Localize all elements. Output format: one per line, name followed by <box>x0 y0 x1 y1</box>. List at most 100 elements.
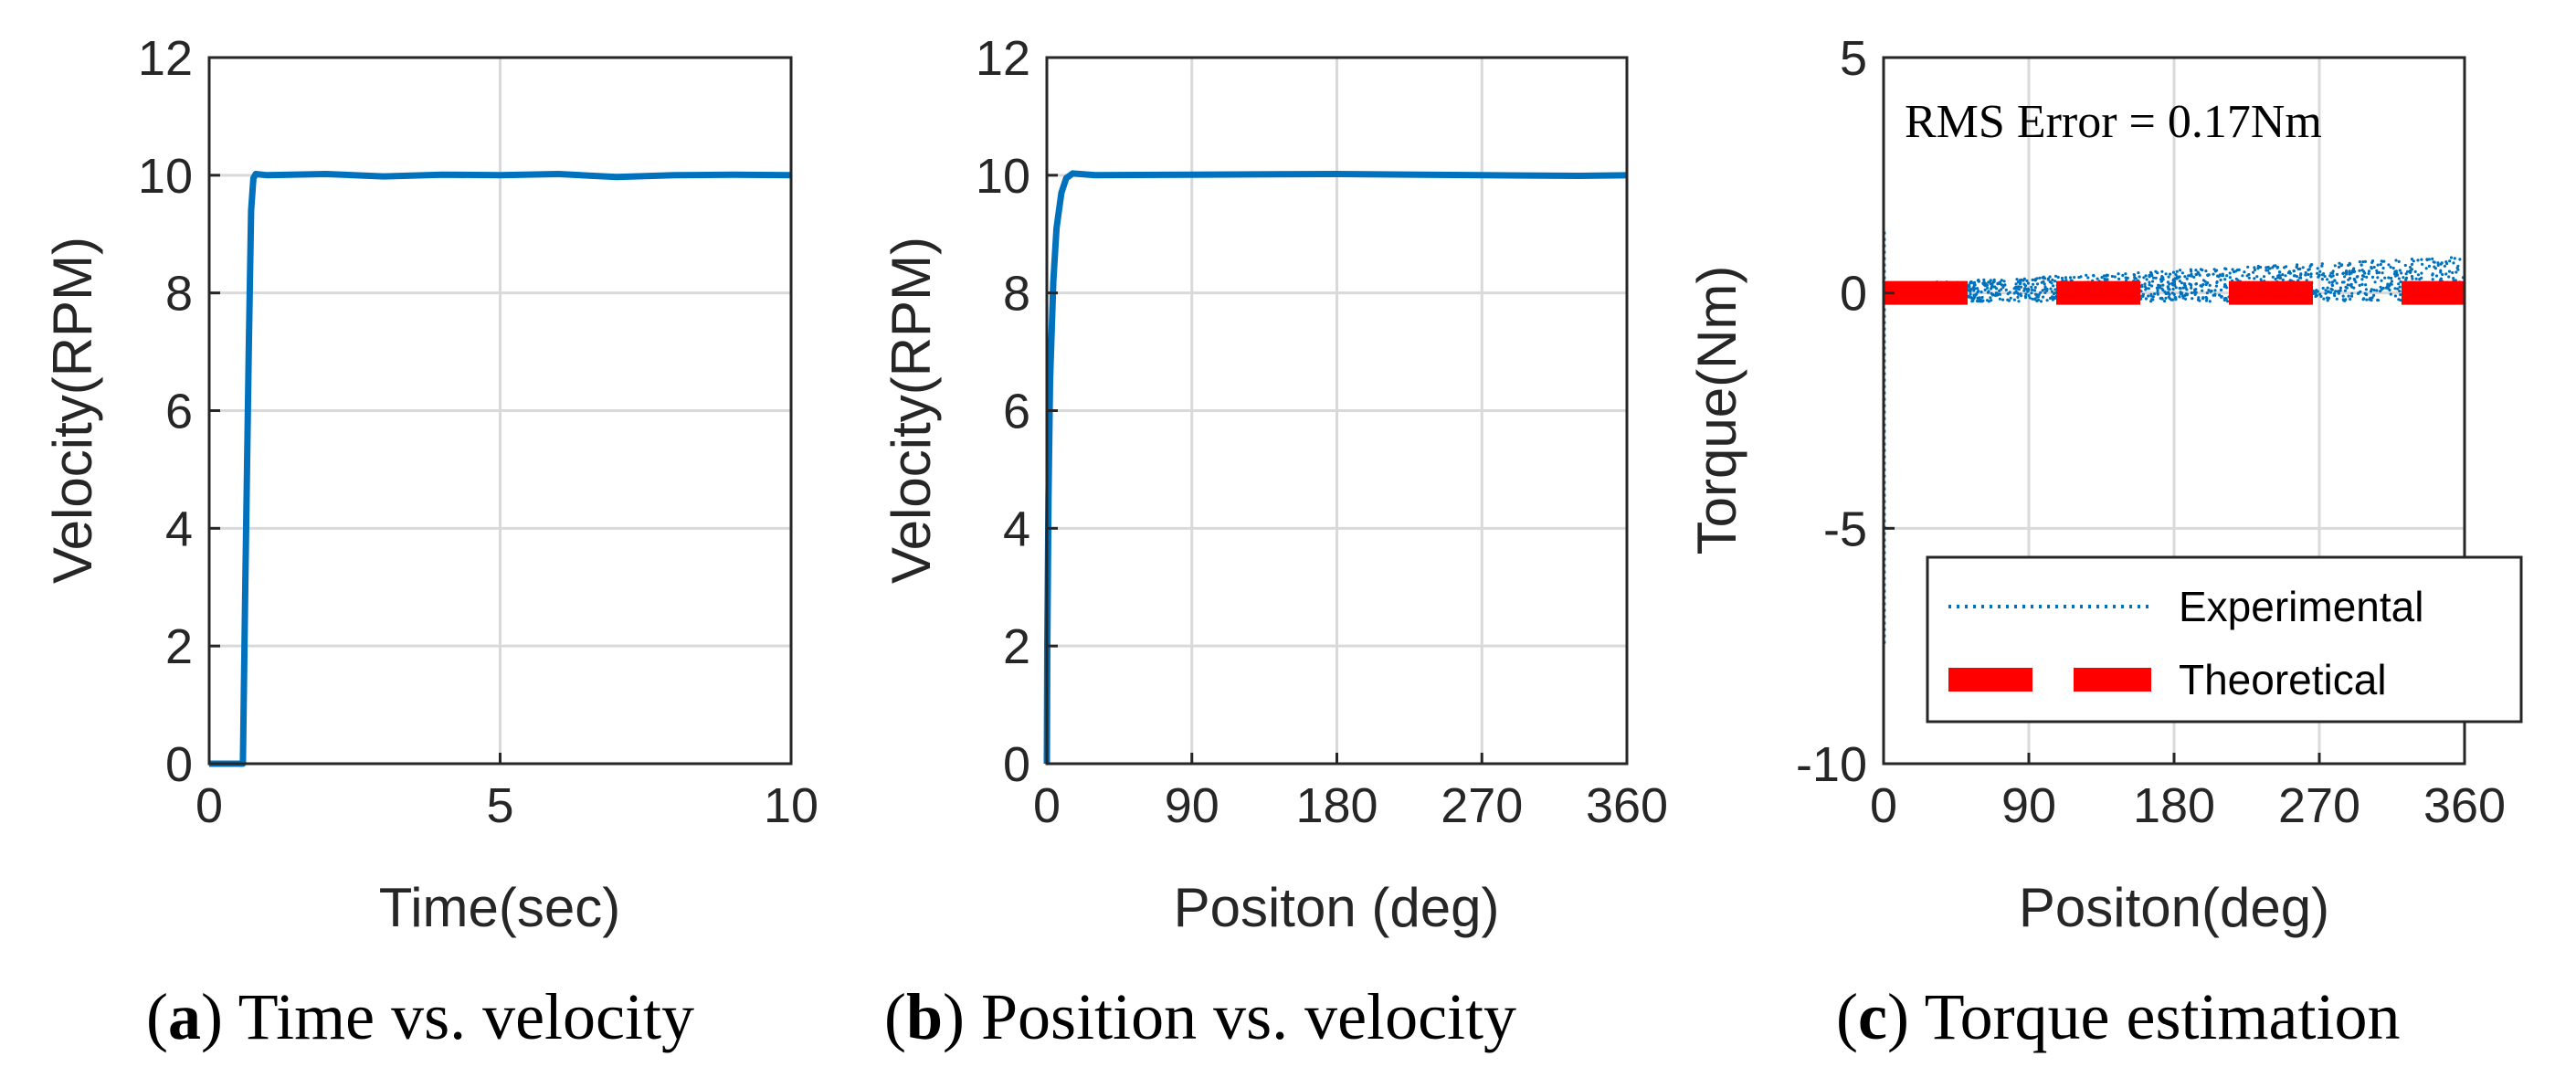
y-tick-label: -5 <box>1823 502 1867 556</box>
experimental-point <box>2410 268 2413 271</box>
experimental-point <box>2022 287 2026 290</box>
experimental-point <box>2167 295 2170 299</box>
y-tick-label: 0 <box>1840 267 1867 322</box>
grid-a <box>209 58 791 764</box>
experimental-point <box>2023 284 2028 288</box>
experimental-point <box>2219 288 2223 292</box>
experimental-point <box>2418 278 2422 281</box>
experimental-point <box>2376 298 2380 302</box>
experimental-point <box>2117 277 2121 280</box>
experimental-point <box>2124 272 2127 276</box>
experimental-point <box>2154 276 2158 280</box>
experimental-point <box>2194 269 2198 272</box>
experimental-point <box>2331 274 2335 278</box>
experimental-point <box>2439 270 2443 274</box>
experimental-point <box>2409 266 2412 269</box>
experimental-point <box>2397 282 2401 286</box>
experimental-point <box>1994 291 1999 295</box>
experimental-point <box>2439 262 2443 266</box>
experimental-point <box>2068 276 2073 280</box>
experimental-point <box>2052 284 2055 288</box>
experimental-point <box>2431 257 2434 260</box>
experimental-point <box>2360 263 2363 267</box>
experimental-point <box>2144 297 2148 301</box>
experimental-point <box>1969 292 1972 296</box>
experimental-point <box>2392 272 2396 276</box>
x-tick-label: 360 <box>2423 778 2506 833</box>
experimental-point <box>2201 269 2204 272</box>
experimental-point <box>2333 279 2337 282</box>
experimental-point <box>2171 270 2176 274</box>
experimental-point <box>2012 298 2016 301</box>
experimental-point <box>2324 291 2328 295</box>
experimental-point <box>2050 281 2053 285</box>
experimental-point <box>2421 262 2424 266</box>
experimental-point <box>2368 298 2371 301</box>
experimental-point <box>2145 278 2148 281</box>
experimental-point <box>2194 282 2198 286</box>
experimental-point <box>2043 290 2047 294</box>
experimental-point <box>2039 290 2043 294</box>
experimental-point <box>2033 286 2037 290</box>
experimental-point <box>2100 276 2104 280</box>
experimental-point <box>2223 267 2227 270</box>
experimental-point <box>2148 275 2151 279</box>
experimental-point <box>2431 273 2434 277</box>
experimental-point <box>2322 297 2326 301</box>
caption-c: (c) Torque estimation <box>1836 980 2400 1053</box>
experimental-point <box>2048 275 2052 279</box>
y-tick-label: 4 <box>165 502 193 556</box>
experimental-point <box>2449 256 2454 259</box>
experimental-point <box>2137 271 2140 275</box>
experimental-point <box>2228 271 2232 275</box>
experimental-point <box>2349 297 2352 301</box>
experimental-point <box>2113 275 2117 279</box>
experimental-point <box>2185 277 2189 280</box>
experimental-point <box>2277 270 2282 274</box>
experimental-point <box>2219 278 2222 282</box>
experimental-point <box>2164 272 2168 276</box>
experimental-point <box>2281 278 2285 281</box>
experimental-point <box>2390 276 2393 280</box>
experimental-point <box>2320 278 2324 281</box>
experimental-point <box>2207 289 2211 292</box>
plot-area-b <box>1043 170 1628 765</box>
experimental-point <box>2309 272 2313 276</box>
experimental-point <box>2132 273 2136 277</box>
experimental-point <box>2033 292 2038 296</box>
experimental-point <box>2183 275 2187 279</box>
experimental-point <box>2396 273 2400 277</box>
y-ticks-b: 0 2 4 6 8 10 12 <box>976 31 1058 792</box>
experimental-point <box>2324 289 2328 292</box>
experimental-point <box>2225 274 2229 278</box>
experimental-point <box>2178 286 2181 290</box>
experimental-point <box>2375 271 2379 275</box>
experimental-point <box>2031 297 2034 301</box>
experimental-point <box>2051 278 2054 281</box>
experimental-point <box>2161 283 2165 287</box>
experimental-point <box>2144 274 2148 278</box>
experimental-point <box>2208 300 2212 303</box>
experimental-point <box>2416 273 2420 277</box>
experimental-point <box>2321 286 2325 290</box>
experimental-point <box>2171 287 2175 291</box>
experimental-point <box>2394 259 2398 262</box>
experimental-point <box>2363 259 2367 263</box>
experimental-point <box>2309 275 2313 279</box>
experimental-point <box>2151 280 2155 283</box>
x-tick-label: 0 <box>195 778 223 833</box>
experimental-point <box>2193 292 2197 296</box>
y-ticks-a: 0 2 4 6 8 10 12 <box>138 31 220 792</box>
experimental-point <box>2349 277 2352 280</box>
experimental-point <box>2198 299 2201 302</box>
experimental-point <box>2360 278 2364 281</box>
experimental-point <box>2328 280 2331 284</box>
experimental-point <box>2455 270 2458 274</box>
experimental-point <box>2256 264 2260 269</box>
experimental-point <box>2354 280 2358 284</box>
y-tick-label: 2 <box>1003 619 1030 674</box>
experimental-point <box>2169 272 2172 276</box>
experimental-point <box>2367 271 2370 276</box>
experimental-point <box>1990 287 1993 290</box>
experimental-point <box>2433 265 2436 269</box>
